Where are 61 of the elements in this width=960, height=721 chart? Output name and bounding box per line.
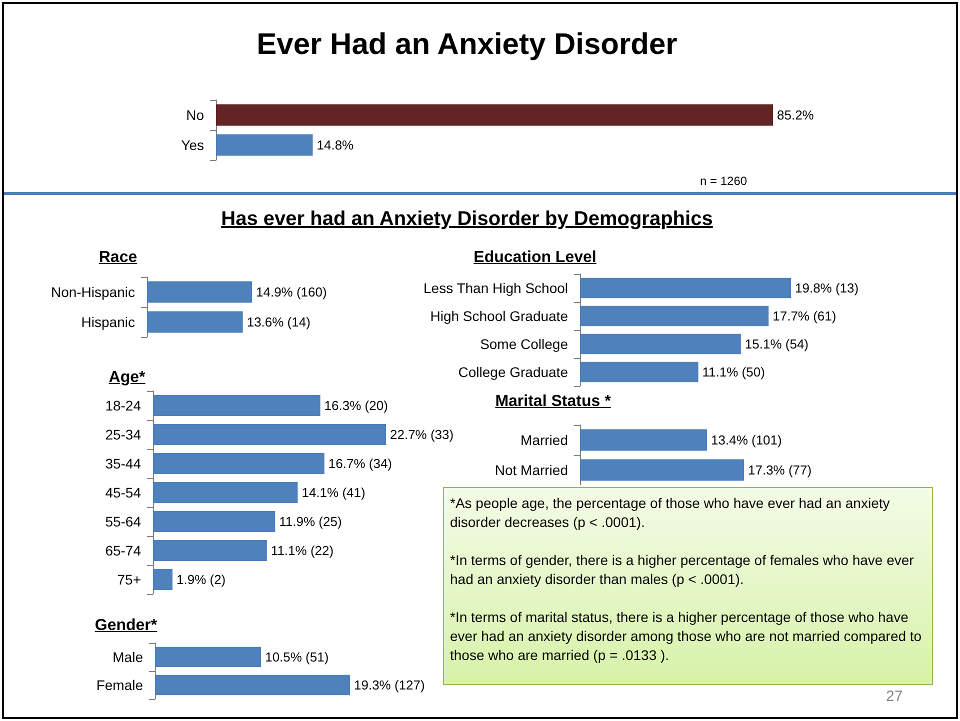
y-tick-label: 45-54 bbox=[105, 484, 142, 500]
chart-title: Ever Had an Anxiety Disorder bbox=[256, 28, 678, 62]
text: n = 1260 bbox=[700, 174, 748, 188]
text: *As people age, the percentage of those who have ever had an anxiety disorder decreases (p < .0001). bbox=[450, 494, 891, 532]
data-label: 17.7% (61) bbox=[772, 308, 836, 324]
bar bbox=[153, 395, 320, 416]
data-label: 22.7% (33) bbox=[390, 427, 454, 442]
bar bbox=[153, 511, 276, 532]
text: *In terms of gender, there is a higher percentage of females who have ever had an anxiety disorder than males (p < .0001). bbox=[450, 551, 915, 589]
text: *In terms of marital status, there is a higher percentage of those who have ever had an anxiety disorder among those who are not married compared to those who are married (p = .0133 ). bbox=[450, 608, 923, 665]
y-tick-label: No bbox=[186, 107, 204, 123]
y-tick-label: 18-24 bbox=[105, 398, 142, 414]
bar bbox=[153, 482, 298, 503]
y-tick-label: 75+ bbox=[117, 572, 141, 588]
y-tick-label: Female bbox=[96, 677, 144, 693]
y-tick-label: 55-64 bbox=[105, 514, 142, 530]
chart-title: Age* bbox=[108, 369, 146, 387]
data-label: 15.1% (54) bbox=[744, 336, 809, 352]
bar bbox=[153, 424, 386, 445]
y-tick-label: Not Married bbox=[494, 462, 568, 478]
y-tick-label: 65-74 bbox=[105, 542, 142, 558]
data-label: 16.7% (34) bbox=[328, 456, 392, 471]
bar bbox=[153, 540, 267, 561]
y-tick-label: Hispanic bbox=[81, 314, 135, 330]
data-label: 14.9% (160) bbox=[256, 284, 327, 300]
chart-title: Education Level bbox=[474, 249, 596, 267]
y-tick-label: Less Than High School bbox=[424, 280, 568, 296]
data-label: 85.2% bbox=[777, 108, 814, 122]
data-label: 13.4% (101) bbox=[711, 432, 782, 448]
data-label: 11.9% (25) bbox=[279, 514, 342, 529]
text: Has ever had an Anxiety Disorder by Demographics bbox=[221, 208, 713, 231]
y-tick-label: Yes bbox=[181, 137, 204, 153]
bar bbox=[580, 362, 698, 382]
y-tick-label: High School Graduate bbox=[430, 308, 568, 324]
bar bbox=[153, 453, 324, 474]
data-label: 11.1% (50) bbox=[702, 364, 765, 380]
y-tick-label: Some College bbox=[480, 336, 568, 352]
bar bbox=[580, 334, 741, 354]
text: 27 bbox=[886, 688, 903, 705]
data-label: 19.3% (127) bbox=[354, 678, 425, 692]
data-label: 10.5% (51) bbox=[265, 650, 329, 664]
y-tick-label: Male bbox=[112, 649, 144, 665]
chart-title: Gender* bbox=[94, 617, 158, 635]
data-label: 1.9% (2) bbox=[176, 572, 226, 587]
chart-title: Marital Status * bbox=[495, 393, 611, 411]
chart-title: Race bbox=[98, 249, 138, 267]
bar bbox=[580, 278, 791, 298]
data-label: 19.8% (13) bbox=[795, 280, 859, 296]
data-label: 13.6% (14) bbox=[246, 314, 310, 330]
y-tick-label: 35-44 bbox=[105, 456, 142, 472]
data-label: 11.1% (22) bbox=[270, 543, 334, 558]
data-label: 14.8% bbox=[316, 138, 354, 152]
y-tick-label: Non-Hispanic bbox=[50, 284, 135, 300]
data-label: 16.3% (20) bbox=[324, 398, 388, 413]
y-tick-label: Married bbox=[520, 432, 568, 448]
bar bbox=[153, 569, 172, 590]
bar bbox=[580, 306, 769, 326]
y-tick-label: College Graduate bbox=[458, 364, 568, 380]
data-label: 14.1% (41) bbox=[302, 485, 366, 500]
y-tick-label: 25-34 bbox=[105, 426, 142, 442]
data-label: 17.3% (77) bbox=[748, 462, 812, 478]
